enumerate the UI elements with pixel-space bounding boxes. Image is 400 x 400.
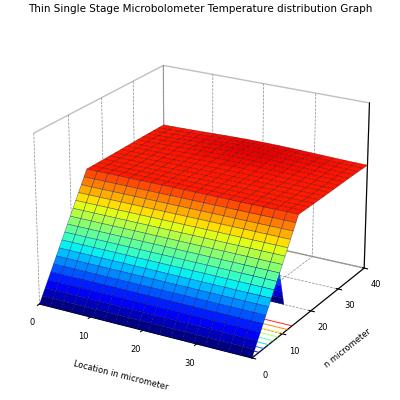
Y-axis label: n micrometer: n micrometer	[322, 327, 372, 370]
Title: Thin Single Stage Microbolometer Temperature distribution Graph: Thin Single Stage Microbolometer Tempera…	[28, 4, 372, 14]
X-axis label: Location in micrometer: Location in micrometer	[72, 359, 169, 392]
